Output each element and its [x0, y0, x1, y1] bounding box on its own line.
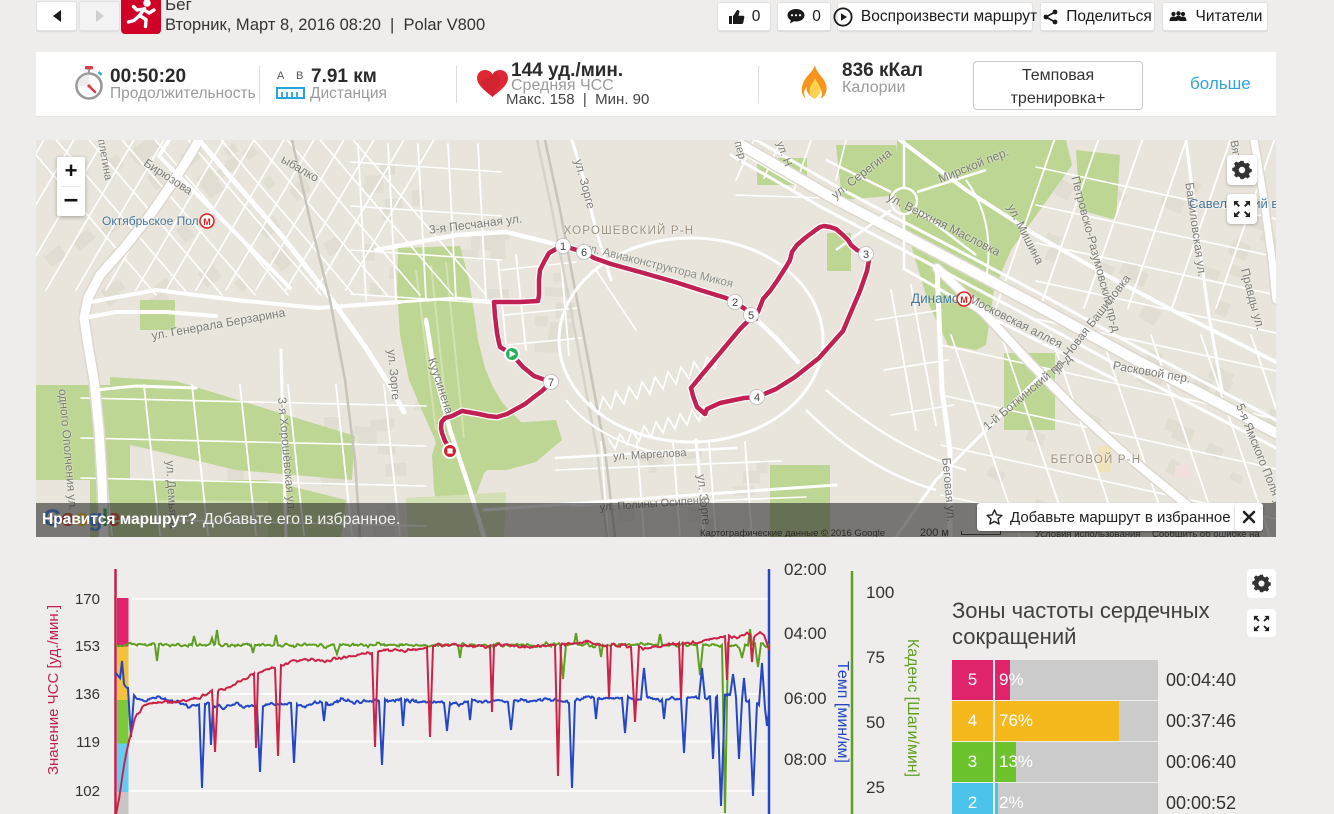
svg-text:4: 4	[754, 392, 760, 404]
svg-text:Октябрьское Поле: Октябрьское Поле	[102, 214, 206, 228]
svg-text:ХОРОШЕВСКИЙ Р-Н: ХОРОШЕВСКИЙ Р-Н	[564, 224, 695, 237]
svg-text:БЕГОВОЙ Р-Н: БЕГОВОЙ Р-Н	[1051, 453, 1141, 466]
svg-text:5: 5	[748, 310, 754, 322]
svg-text:ул. Маргелова: ул. Маргелова	[613, 447, 688, 463]
svg-text:08:00: 08:00	[784, 750, 827, 769]
svg-text:04:00: 04:00	[784, 624, 827, 643]
svg-text:2: 2	[732, 297, 738, 309]
svg-text:3: 3	[863, 249, 869, 261]
svg-text:Темп [мин/км]: Темп [мин/км]	[834, 661, 851, 763]
svg-text:75: 75	[866, 648, 885, 667]
svg-text:06:00: 06:00	[784, 689, 827, 708]
svg-text:170: 170	[75, 591, 100, 608]
svg-text:Динамо: Динамо	[911, 291, 959, 306]
svg-text:136: 136	[75, 686, 100, 703]
svg-text:1: 1	[560, 241, 566, 253]
svg-text:6: 6	[581, 247, 587, 259]
svg-text:М: М	[960, 295, 968, 305]
svg-text:Каденс [Шаги/мин]: Каденс [Шаги/мин]	[904, 639, 921, 777]
svg-text:50: 50	[866, 713, 885, 732]
svg-text:153: 153	[75, 638, 100, 655]
svg-text:102: 102	[75, 783, 100, 800]
svg-text:02:00: 02:00	[784, 560, 827, 579]
svg-text:ул. Зорге: ул. Зорге	[385, 349, 403, 401]
svg-text:7: 7	[548, 377, 554, 389]
svg-text:Значение ЧСС [уд./мин.]: Значение ЧСС [уд./мин.]	[45, 605, 62, 775]
svg-text:100: 100	[866, 583, 894, 602]
svg-text:119: 119	[76, 734, 100, 751]
svg-text:М: М	[203, 217, 211, 227]
svg-text:Вят: Вят	[1227, 140, 1242, 159]
svg-text:25: 25	[866, 778, 885, 797]
